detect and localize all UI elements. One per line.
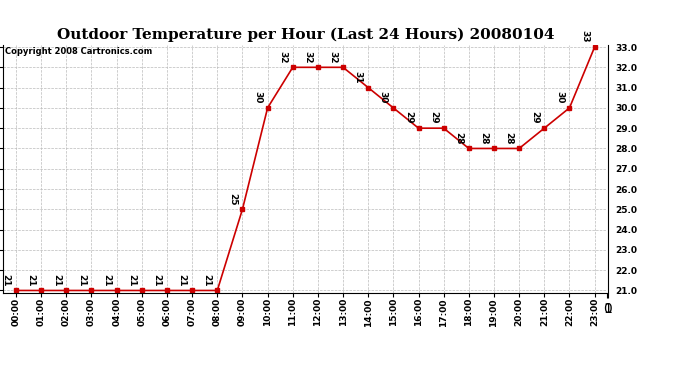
Text: 28: 28 [480, 132, 489, 144]
Text: 21: 21 [177, 274, 186, 286]
Text: Copyright 2008 Cartronics.com: Copyright 2008 Cartronics.com [5, 48, 152, 57]
Text: 32: 32 [278, 51, 287, 63]
Text: 21: 21 [102, 274, 111, 286]
Text: 29: 29 [404, 111, 413, 124]
Text: 33: 33 [580, 30, 589, 43]
Text: 21: 21 [127, 274, 136, 286]
Text: 21: 21 [203, 274, 212, 286]
Text: 25: 25 [228, 193, 237, 205]
Text: 32: 32 [328, 51, 337, 63]
Text: 30: 30 [253, 92, 262, 104]
Text: 28: 28 [454, 132, 463, 144]
Text: 30: 30 [555, 92, 564, 104]
Text: 28: 28 [504, 132, 513, 144]
Text: 21: 21 [1, 274, 10, 286]
Text: 29: 29 [429, 111, 438, 124]
Title: Outdoor Temperature per Hour (Last 24 Hours) 20080104: Outdoor Temperature per Hour (Last 24 Ho… [57, 28, 554, 42]
Text: 21: 21 [77, 274, 86, 286]
Text: 32: 32 [304, 51, 313, 63]
Text: 21: 21 [152, 274, 161, 286]
Text: 21: 21 [27, 274, 36, 286]
Text: 30: 30 [379, 92, 388, 104]
Text: 21: 21 [52, 274, 61, 286]
Text: 29: 29 [530, 111, 539, 124]
Text: 31: 31 [354, 71, 363, 83]
